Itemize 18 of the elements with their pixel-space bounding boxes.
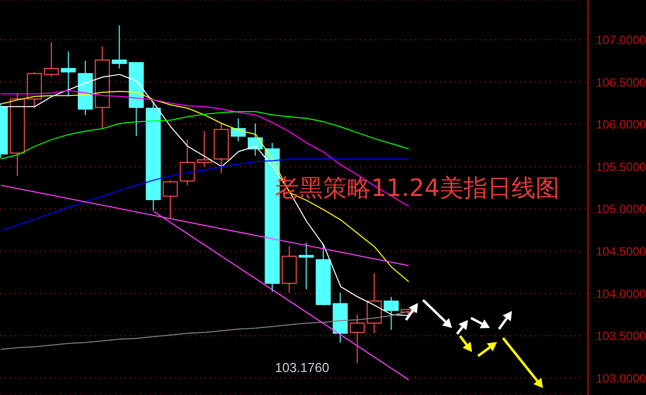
y-tick-label: 105.0000 (596, 202, 646, 216)
y-tick-label: 103.0000 (596, 371, 646, 386)
candlestick (112, 24, 127, 70)
y-tick-label: 104.5000 (596, 244, 646, 258)
candlestick (366, 272, 382, 334)
y-tick-label: 105.5000 (596, 160, 646, 174)
y-tick-label: 106.5000 (596, 75, 646, 90)
annotation: 103.1760 (275, 360, 330, 375)
candlestick (60, 51, 76, 97)
y-tick-label: 107.0000 (596, 33, 646, 48)
candlestick (78, 60, 93, 116)
candlestick (282, 246, 297, 294)
line-series (0, 111, 410, 160)
candlestick (94, 46, 110, 130)
y-tick-label: 106.0000 (596, 118, 646, 132)
y-tick-label: 104.0000 (596, 286, 646, 301)
y-tick-label: 103.5000 (596, 329, 646, 344)
candlestick (298, 242, 314, 290)
